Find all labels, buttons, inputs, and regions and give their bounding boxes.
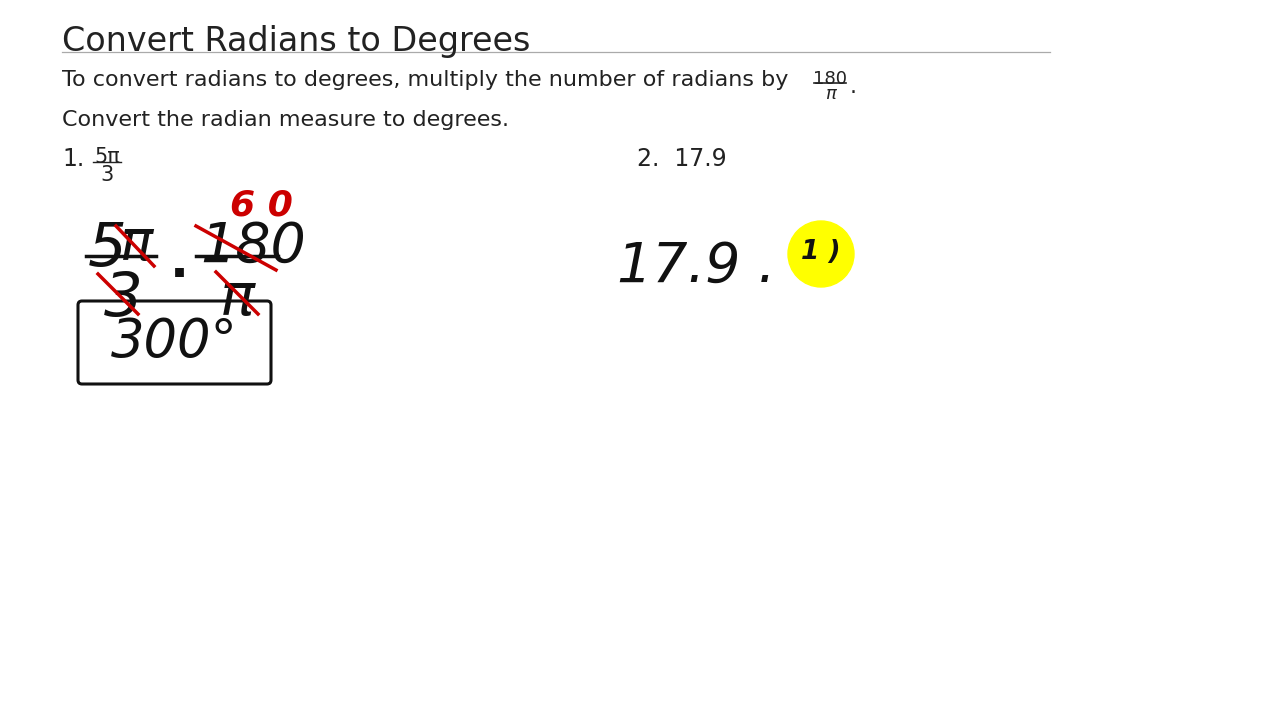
Text: 180: 180 [200,220,306,273]
Text: ·: · [170,252,189,300]
Circle shape [788,221,854,287]
Text: 5: 5 [88,220,127,279]
Text: π: π [220,270,255,327]
Text: 1.: 1. [61,147,84,171]
Text: 3: 3 [104,270,143,329]
Text: 1 ): 1 ) [801,239,841,265]
Text: Convert the radian measure to degrees.: Convert the radian measure to degrees. [61,110,509,130]
Text: 300°: 300° [111,317,238,369]
Text: 6 0: 6 0 [230,188,293,222]
Text: 2.  17.9: 2. 17.9 [637,147,727,171]
Text: 5π: 5π [93,147,120,167]
Text: π: π [824,85,836,103]
Text: 17.9 .: 17.9 . [617,240,776,293]
Text: π: π [120,218,154,271]
Text: 180: 180 [813,70,847,88]
Text: .: . [850,77,858,97]
Text: To convert radians to degrees, multiply the number of radians by: To convert radians to degrees, multiply … [61,70,788,90]
Text: 3: 3 [100,165,114,185]
Text: Convert Radians to Degrees: Convert Radians to Degrees [61,25,530,58]
FancyBboxPatch shape [78,301,271,384]
